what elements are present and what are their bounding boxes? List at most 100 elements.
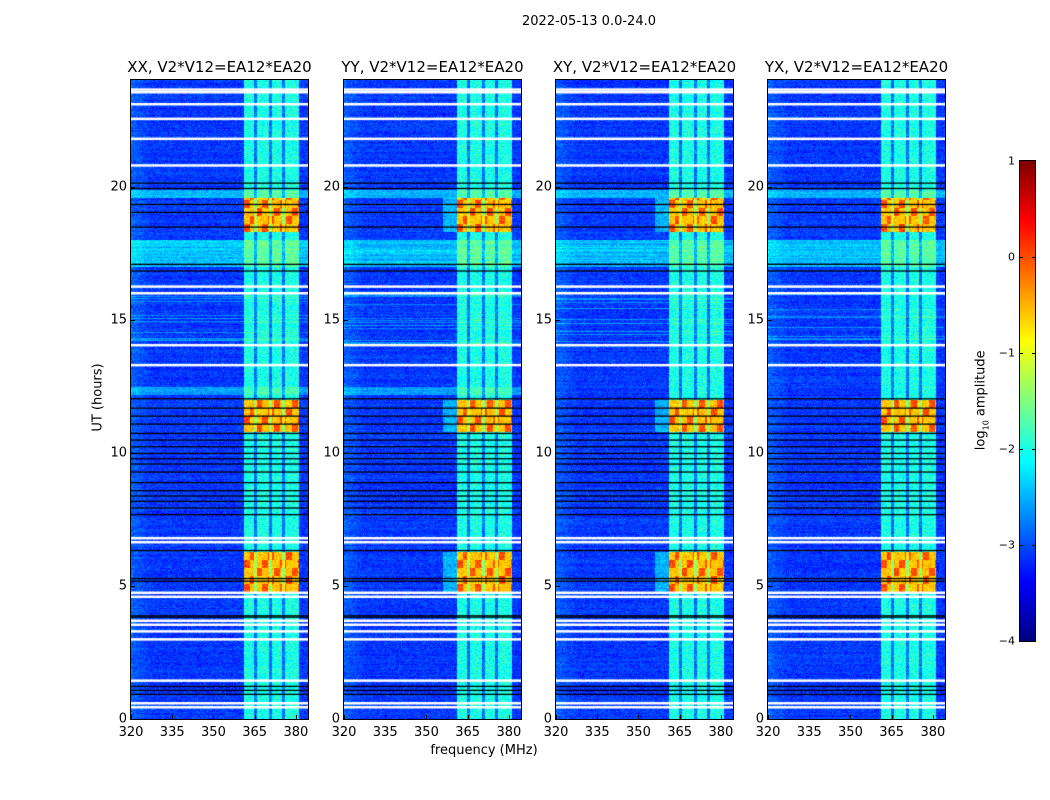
- colorbar-tick-mark: [1020, 257, 1035, 258]
- x-tick-label: 350: [201, 725, 226, 740]
- colorbar-tick-mark: [1020, 449, 1035, 450]
- panel-title: XX, V2*V12=EA12*EA20: [127, 58, 312, 76]
- y-tick-mark: [344, 452, 348, 454]
- y-tick-label: 5: [331, 578, 340, 594]
- x-tick-label: 380: [708, 725, 734, 740]
- y-tick-label: 15: [323, 312, 340, 328]
- colorbar-tick-label: −2: [998, 442, 1015, 456]
- x-tick-label: 320: [118, 725, 144, 740]
- panel-title: YX, V2*V12=EA12*EA20: [764, 58, 949, 76]
- heatmap-image: [556, 80, 733, 719]
- x-tick-label: 335: [159, 725, 185, 740]
- y-tick-label: 10: [110, 445, 127, 461]
- colorbar-tick-mark: [1020, 353, 1035, 354]
- x-tick-mark: [172, 715, 174, 719]
- figure-title: 2022-05-13 0.0-24.0: [522, 14, 656, 29]
- x-tick-label: 350: [414, 725, 439, 740]
- colorbar-tick-label: 1: [1008, 154, 1015, 168]
- y-tick-label: 15: [747, 312, 764, 328]
- x-tick-mark: [295, 715, 297, 719]
- panel-2: XY, V2*V12=EA12*EA20 0 5 10 15 20 320 335 350 365…: [535, 58, 736, 740]
- y-tick-mark: [556, 719, 560, 720]
- panel-3: YX, V2*V12=EA12*EA20 0 5 10 15 20 320 335 350 365…: [747, 58, 948, 740]
- colorbar-tick-label: 0: [1008, 250, 1015, 264]
- heatmap-image: [344, 80, 521, 719]
- x-tick-label: 335: [372, 725, 398, 740]
- colorbar-label: log10 amplitude: [974, 340, 991, 460]
- y-tick-mark: [131, 719, 135, 720]
- y-tick-label: 0: [331, 711, 340, 727]
- y-tick-mark: [556, 319, 560, 321]
- y-tick-label: 15: [110, 312, 127, 328]
- x-tick-label: 365: [667, 725, 693, 740]
- x-tick-label: 365: [242, 725, 268, 740]
- panel-title: YY, V2*V12=EA12*EA20: [341, 58, 524, 76]
- y-tick-mark: [768, 719, 772, 720]
- colorbar-tick-label: −4: [998, 634, 1015, 648]
- y-tick-label: 10: [747, 445, 764, 461]
- y-tick-mark: [344, 585, 348, 587]
- x-tick-label: 350: [626, 725, 651, 740]
- x-tick-mark: [385, 715, 387, 719]
- x-tick-label: 320: [543, 725, 569, 740]
- colorbar: 1 0 −1 −2 −3 −4: [999, 155, 1036, 648]
- y-tick-mark: [768, 452, 772, 454]
- y-tick-mark: [131, 319, 135, 321]
- y-tick-mark: [768, 319, 772, 321]
- y-tick-mark: [556, 186, 560, 188]
- y-tick-mark: [556, 585, 560, 587]
- colorbar-tick-label: −3: [998, 538, 1015, 552]
- y-tick-label: 20: [110, 179, 127, 194]
- y-tick-mark: [768, 585, 772, 587]
- x-tick-label: 380: [283, 725, 309, 740]
- y-tick-label: 5: [543, 578, 552, 594]
- y-tick-mark: [768, 186, 772, 188]
- x-tick-mark: [254, 715, 256, 719]
- x-tick-mark: [809, 715, 811, 719]
- x-tick-mark: [597, 715, 599, 719]
- x-tick-mark: [344, 715, 345, 719]
- x-tick-mark: [679, 715, 681, 719]
- x-tick-label: 365: [879, 725, 905, 740]
- x-tick-mark: [467, 715, 469, 719]
- panel-0: XX, V2*V12=EA12*EA20 0 5 10 15 20 320 335 350 365…: [110, 58, 311, 740]
- y-tick-label: 15: [535, 312, 552, 328]
- heatmap-image: [131, 80, 308, 719]
- x-tick-mark: [213, 715, 215, 719]
- colorbar-label-sub: 10: [981, 420, 991, 431]
- x-tick-label: 335: [584, 725, 610, 740]
- x-tick-mark: [720, 715, 722, 719]
- x-tick-mark: [850, 715, 852, 719]
- y-tick-label: 20: [747, 179, 764, 194]
- x-tick-mark: [508, 715, 510, 719]
- y-tick-label: 20: [535, 179, 552, 194]
- y-axis-label: UT (hours): [90, 363, 106, 432]
- y-tick-label: 20: [323, 179, 340, 194]
- y-tick-mark: [344, 319, 348, 321]
- x-tick-label: 335: [796, 725, 822, 740]
- y-tick-mark: [131, 452, 135, 454]
- x-tick-label: 365: [455, 725, 481, 740]
- x-tick-mark: [556, 715, 557, 719]
- panel-1: YY, V2*V12=EA12*EA20 0 5 10 15 20 320 335 350 365…: [323, 58, 523, 740]
- y-tick-mark: [344, 719, 348, 720]
- x-tick-mark: [426, 715, 428, 719]
- x-tick-mark: [638, 715, 640, 719]
- y-tick-label: 0: [755, 711, 764, 727]
- y-tick-label: 5: [118, 578, 127, 594]
- x-tick-mark: [932, 715, 934, 719]
- y-tick-label: 10: [535, 445, 552, 461]
- x-axis-label: frequency (MHz): [430, 743, 538, 758]
- x-tick-label: 380: [920, 725, 946, 740]
- panel-title: XY, V2*V12=EA12*EA20: [552, 58, 737, 76]
- y-tick-mark: [556, 452, 560, 454]
- x-tick-label: 320: [331, 725, 357, 740]
- x-tick-mark: [131, 715, 132, 719]
- y-tick-mark: [131, 585, 135, 587]
- y-tick-label: 10: [323, 445, 340, 461]
- y-tick-label: 0: [543, 711, 552, 727]
- y-tick-mark: [131, 186, 135, 188]
- colorbar-tick-label: −1: [998, 346, 1015, 360]
- y-tick-mark: [344, 186, 348, 188]
- x-tick-label: 320: [755, 725, 781, 740]
